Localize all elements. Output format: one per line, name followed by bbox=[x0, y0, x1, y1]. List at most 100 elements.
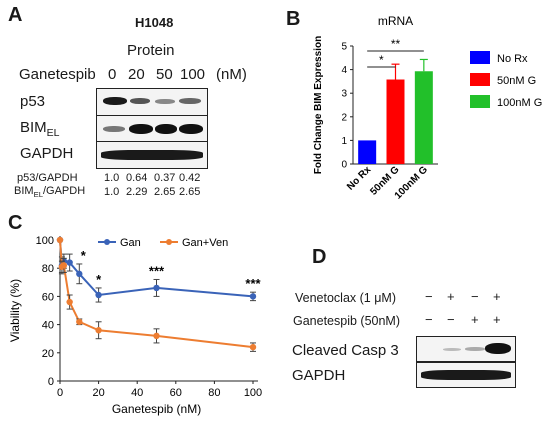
ratio-value: 0.37 bbox=[154, 172, 176, 184]
y-tick-label: 60 bbox=[42, 291, 54, 303]
sign: + bbox=[493, 312, 501, 327]
y-tick-label: 100 bbox=[36, 235, 54, 247]
ratio-value: 2.65 bbox=[179, 186, 201, 198]
blot-gapdh-d bbox=[416, 362, 516, 388]
band bbox=[179, 98, 201, 104]
legend-label: Gan bbox=[120, 237, 141, 249]
treatment-row-ganetespib: Ganetespib (50nM) − − + + bbox=[293, 312, 525, 332]
sign: + bbox=[471, 312, 479, 327]
bar bbox=[358, 140, 377, 164]
cell-line-title: H1048 bbox=[135, 15, 174, 30]
legend-swatch bbox=[470, 95, 490, 108]
sign: − bbox=[447, 312, 455, 327]
sign: − bbox=[471, 289, 479, 304]
y-tick-label: 5 bbox=[341, 42, 347, 53]
ratio-bim-sub: EL bbox=[33, 190, 43, 200]
blot-p53 bbox=[96, 88, 208, 116]
x-tick-label: 60 bbox=[170, 387, 182, 399]
y-tick-label: 20 bbox=[42, 348, 54, 360]
ratio-bim-main: BIM bbox=[14, 185, 34, 197]
band bbox=[129, 124, 153, 134]
significance-label: * bbox=[96, 272, 102, 287]
blot-cleaved-casp3 bbox=[416, 336, 516, 362]
blot-label-bim: BIMEL bbox=[20, 119, 60, 139]
bim-label: BIM bbox=[20, 119, 47, 136]
y-axis-label: Fold Change BIM Expression bbox=[313, 36, 324, 174]
x-tick-label: 40 bbox=[131, 387, 143, 399]
bar bbox=[386, 79, 405, 164]
dose-50: 50 bbox=[156, 66, 173, 83]
data-point bbox=[249, 343, 257, 351]
ratio-label-bim: BIMEL/GAPDH bbox=[14, 185, 85, 199]
x-tick-label: 100 bbox=[244, 387, 262, 399]
dose-unit: (nM) bbox=[216, 66, 247, 83]
ratio-value: 1.0 bbox=[104, 186, 120, 198]
ratio-label-p53: p53/GAPDH bbox=[17, 172, 78, 184]
blot-gapdh bbox=[96, 141, 208, 169]
data-point bbox=[153, 332, 160, 340]
legend-swatch bbox=[470, 73, 490, 86]
data-point bbox=[76, 318, 83, 325]
band bbox=[485, 343, 511, 354]
panel-d-letter: D bbox=[312, 246, 327, 268]
y-axis-label: Viability (%) bbox=[8, 279, 22, 342]
y-tick-label: 40 bbox=[42, 320, 54, 332]
y-tick-label: 0 bbox=[48, 376, 54, 388]
data-point bbox=[95, 327, 102, 334]
band bbox=[155, 99, 175, 104]
dose-20: 20 bbox=[128, 66, 145, 83]
band bbox=[130, 98, 150, 104]
significance-label: *** bbox=[149, 263, 165, 278]
ratio-value: 2.29 bbox=[126, 186, 148, 198]
protein-subtitle: Protein bbox=[127, 42, 175, 59]
data-point bbox=[56, 236, 64, 244]
y-tick-label: 4 bbox=[341, 65, 347, 76]
blot-label-p53: p53 bbox=[20, 93, 46, 110]
bar bbox=[414, 71, 433, 164]
panel-b-letter: B bbox=[286, 8, 301, 30]
x-tick-label: 0 bbox=[57, 387, 63, 399]
x-tick-label: 80 bbox=[208, 387, 220, 399]
x-axis-label: Ganetespib (nM) bbox=[112, 402, 201, 416]
dose-0: 0 bbox=[108, 66, 117, 83]
bim-sub: EL bbox=[46, 127, 60, 139]
significance-label: *** bbox=[245, 276, 261, 291]
data-point bbox=[76, 270, 83, 278]
band bbox=[443, 348, 461, 351]
blot-label-cleaved-casp3: Cleaved Casp 3 bbox=[292, 342, 399, 359]
data-point bbox=[249, 293, 257, 300]
ratio-value: 0.42 bbox=[179, 172, 201, 184]
line-chart-c: 0 20 40 60 80 100 0 20 40 60 80 100 Ganetespib (nM) V… bbox=[8, 235, 262, 416]
legend-label: No Rx bbox=[497, 53, 528, 65]
y-tick-label: 3 bbox=[341, 89, 347, 100]
blot-label-gapdh-d: GAPDH bbox=[292, 367, 346, 384]
y-tick-label: 2 bbox=[341, 112, 347, 123]
band bbox=[103, 97, 127, 105]
x-tick-label: 20 bbox=[92, 387, 104, 399]
ratio-value: 1.0 bbox=[104, 172, 120, 184]
band bbox=[103, 126, 125, 132]
legend-label: 50nM G bbox=[497, 75, 536, 87]
panel-c-letter: C bbox=[8, 212, 23, 234]
legend-marker bbox=[166, 239, 172, 245]
chart-title: mRNA bbox=[378, 14, 413, 28]
sign: − bbox=[425, 312, 433, 327]
data-point bbox=[66, 298, 73, 306]
blot-label-gapdh: GAPDH bbox=[20, 145, 74, 162]
blot-bim bbox=[96, 115, 208, 144]
band bbox=[155, 124, 177, 134]
ganetespib-dose-label: Ganetespib (50nM) bbox=[293, 314, 401, 328]
data-point bbox=[66, 259, 73, 266]
legend-marker bbox=[104, 239, 110, 245]
sign: + bbox=[493, 289, 501, 304]
venetoclax-label: Venetoclax (1 μM) bbox=[295, 291, 396, 305]
treatment-row-venetoclax: Venetoclax (1 μM) − + − + bbox=[295, 289, 525, 309]
data-point bbox=[95, 291, 102, 299]
dose-100: 100 bbox=[180, 66, 206, 83]
significance-label: ** bbox=[391, 37, 401, 51]
sign: − bbox=[425, 289, 433, 304]
y-tick-label: 1 bbox=[341, 136, 347, 147]
ratio-bim-tail: /GAPDH bbox=[42, 185, 86, 197]
band bbox=[421, 370, 511, 380]
